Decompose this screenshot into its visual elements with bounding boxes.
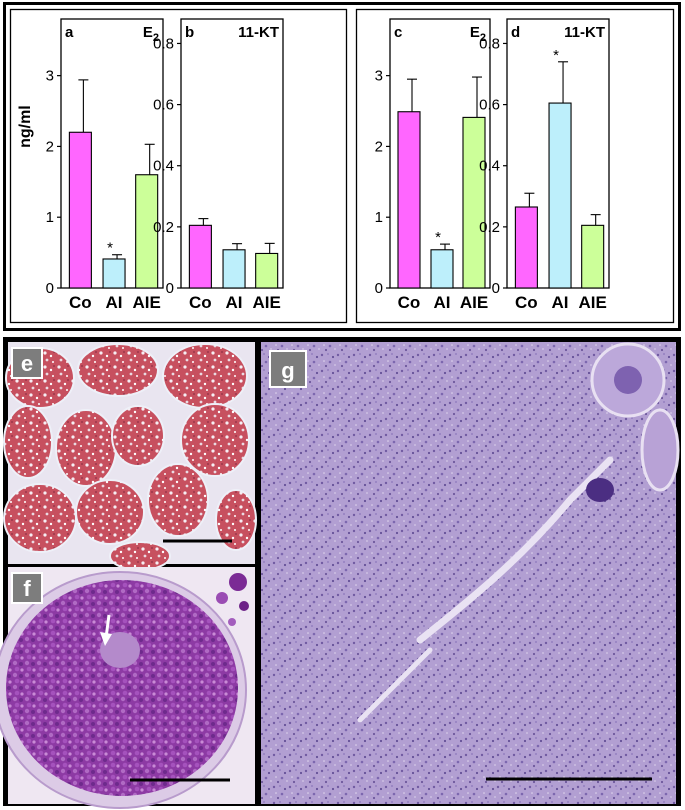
label-f-badge: f (11, 572, 43, 604)
category-label: AI (106, 293, 123, 312)
chart-title-subscript: 2 (153, 32, 159, 44)
y-axis-label: ng/ml (17, 105, 34, 148)
svg-text:e: e (21, 351, 33, 376)
category-label: Co (189, 293, 212, 312)
y-tick-label: 0 (375, 280, 383, 297)
significance-star: * (435, 229, 441, 246)
y-tick-label: 0.4 (153, 158, 174, 175)
y-tick-label: 3 (46, 68, 54, 85)
bar-aie (135, 174, 159, 289)
chart-b: 0 0.2 0.4 0.6 0.8 Co AI AIE b 11-KT (153, 18, 284, 312)
chart-title-subscript: 2 (480, 32, 486, 44)
y-tick-label: 0 (492, 280, 500, 297)
y-tick-label: 0 (166, 280, 174, 297)
y-tick-label: 1 (375, 209, 383, 226)
bar-ai (548, 102, 572, 289)
category-label: AI (226, 293, 243, 312)
bar-co (188, 224, 212, 289)
significance-star: * (107, 240, 113, 257)
bar-aie (462, 116, 486, 289)
category-label: Co (398, 293, 421, 312)
category-label: AI (434, 293, 451, 312)
y-tick-label: 0.2 (153, 219, 174, 236)
bar-ai (102, 258, 126, 289)
micrograph-g (261, 342, 680, 804)
bar-aie (581, 224, 605, 289)
svg-text:g: g (281, 358, 294, 383)
panel-letter: c (394, 24, 402, 41)
bar-co (68, 131, 92, 289)
charts-group-right (355, 8, 675, 324)
y-tick-label: 1 (46, 209, 54, 226)
charts-group-left (9, 8, 348, 324)
category-label: Co (515, 293, 538, 312)
bar-co (397, 111, 421, 289)
label-e-badge: e (11, 347, 43, 379)
y-tick-label: 3 (375, 68, 383, 85)
bar-ai (222, 249, 246, 289)
chart-title: 11-KT (564, 24, 605, 41)
y-tick-label: 0 (46, 280, 54, 297)
y-tick-label: 2 (375, 138, 383, 155)
category-label: AIE (579, 293, 607, 312)
chart-title: 11-KT (238, 24, 279, 41)
panel-letter: b (185, 24, 194, 41)
y-tick-label: 0.8 (479, 35, 500, 52)
y-tick-label: 0.2 (479, 219, 500, 236)
chart-d: 0 0.2 0.4 0.6 0.8 Co * AI AIE d 11-KT (479, 18, 610, 312)
y-tick-label: 2 (46, 138, 54, 155)
micrograph-f (0, 567, 255, 809)
svg-text:f: f (23, 576, 31, 601)
category-label: AI (552, 293, 569, 312)
bar-ai (430, 249, 454, 289)
panel-letter: a (65, 24, 74, 41)
bar-aie (255, 252, 279, 289)
bar-co (514, 206, 538, 289)
y-tick-label: 0.6 (153, 97, 174, 114)
significance-star: * (553, 47, 559, 64)
y-tick-label: 0.6 (479, 97, 500, 114)
y-tick-label: 0.8 (153, 35, 174, 52)
category-label: AIE (253, 293, 281, 312)
micrograph-e (3, 342, 257, 571)
y-tick-label: 0.4 (479, 158, 500, 175)
category-label: Co (69, 293, 92, 312)
panel-letter: d (511, 24, 520, 41)
label-g-badge: g (269, 350, 307, 388)
category-label: AIE (133, 293, 161, 312)
arrow-head-icon (100, 632, 112, 646)
category-label: AIE (460, 293, 488, 312)
